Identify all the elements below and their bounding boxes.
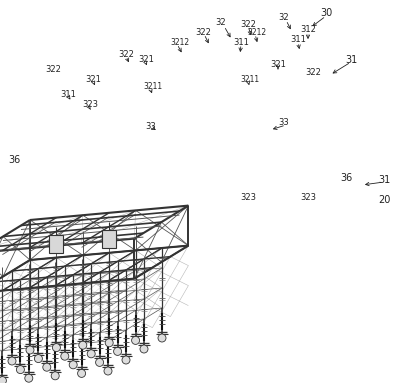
Circle shape	[61, 352, 69, 360]
Bar	[102, 230, 116, 248]
Text: 321: 321	[85, 75, 101, 84]
Circle shape	[140, 345, 148, 353]
Text: 30: 30	[320, 8, 332, 18]
Text: 3211: 3211	[240, 75, 259, 84]
Circle shape	[16, 366, 24, 373]
Text: 322: 322	[45, 65, 61, 74]
Text: 36: 36	[8, 155, 20, 165]
Text: 3211: 3211	[143, 82, 162, 91]
Circle shape	[87, 350, 95, 358]
Circle shape	[78, 369, 86, 377]
Circle shape	[25, 374, 33, 382]
Text: 31: 31	[345, 55, 357, 65]
Text: 323: 323	[300, 193, 316, 202]
Circle shape	[114, 347, 122, 355]
Circle shape	[69, 361, 77, 369]
Text: 3212: 3212	[247, 28, 266, 37]
Text: 321: 321	[138, 55, 154, 64]
Circle shape	[26, 346, 34, 354]
Circle shape	[8, 357, 16, 365]
Text: 322: 322	[118, 50, 134, 59]
Text: 33: 33	[145, 122, 156, 131]
Circle shape	[105, 339, 113, 347]
Text: 31: 31	[378, 175, 390, 185]
Circle shape	[0, 376, 6, 383]
Circle shape	[51, 372, 59, 380]
Text: 36: 36	[340, 173, 352, 183]
Circle shape	[34, 355, 42, 363]
Circle shape	[158, 334, 166, 342]
Circle shape	[122, 356, 130, 364]
Text: 321: 321	[270, 60, 286, 69]
Text: 33: 33	[278, 118, 289, 127]
Text: 323: 323	[240, 193, 256, 202]
Text: 322: 322	[305, 68, 321, 77]
Text: 322: 322	[195, 28, 211, 37]
Circle shape	[79, 341, 87, 349]
Circle shape	[104, 367, 112, 375]
Text: 32: 32	[215, 18, 226, 27]
Text: 323: 323	[82, 100, 98, 109]
Text: 312: 312	[300, 25, 316, 34]
Text: 20: 20	[378, 195, 390, 205]
Circle shape	[96, 358, 104, 367]
Circle shape	[132, 336, 140, 344]
Text: 311: 311	[290, 35, 306, 44]
Text: 3212: 3212	[170, 38, 189, 47]
Bar	[49, 235, 63, 253]
Text: 32: 32	[278, 13, 289, 22]
Circle shape	[43, 363, 51, 371]
Text: 311: 311	[233, 38, 249, 47]
Text: 322: 322	[240, 20, 256, 29]
Text: 311: 311	[60, 90, 76, 99]
Circle shape	[52, 344, 60, 352]
